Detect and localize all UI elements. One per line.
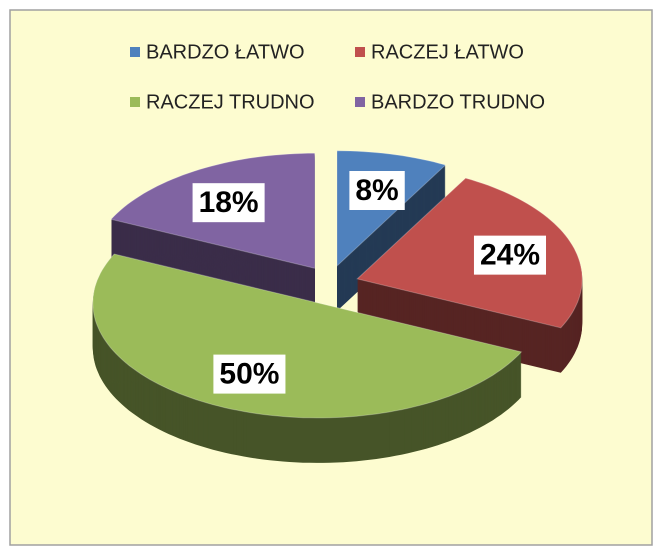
legend-swatch: [355, 97, 365, 107]
legend-label: BARDZO TRUDNO: [371, 91, 545, 113]
pie-slice: [92, 253, 523, 419]
legend-label: RACZEJ TRUDNO: [146, 91, 315, 113]
legend-swatch: [130, 47, 140, 57]
legend: BARDZO ŁATWO RACZEJ ŁATWO RACZEJ TRUDNO BAR…: [130, 41, 545, 113]
value-label: 24%: [480, 239, 540, 272]
value-label-box: 50%: [213, 354, 286, 394]
value-label-box: 24%: [473, 235, 547, 275]
value-label-bg: [213, 354, 286, 394]
legend-swatch: [355, 47, 365, 57]
legend-label: BARDZO ŁATWO: [146, 41, 305, 63]
legend-swatch: [130, 97, 140, 107]
value-label: 18%: [199, 186, 259, 219]
value-label: 50%: [219, 358, 279, 391]
value-label-bg: [349, 171, 405, 211]
value-label-box: 8%: [349, 171, 405, 211]
pie-slice: [356, 177, 583, 329]
pie: 8% 24% 50% 18%: [92, 150, 583, 463]
value-label-bg: [473, 235, 547, 275]
value-label: 8%: [355, 174, 398, 207]
legend-label: RACZEJ ŁATWO: [371, 41, 524, 63]
value-label-box: 18%: [192, 183, 265, 223]
value-label-bg: [192, 183, 265, 223]
